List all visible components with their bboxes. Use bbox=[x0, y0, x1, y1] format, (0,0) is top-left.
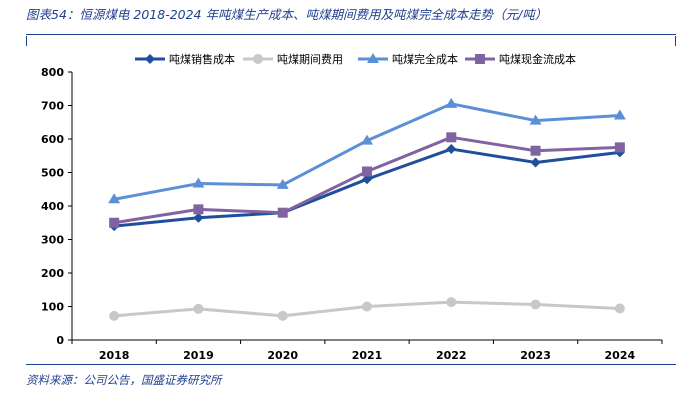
chart-series bbox=[108, 97, 626, 321]
y-tick-label: 300 bbox=[41, 234, 64, 247]
legend-label: 吨煤完全成本 bbox=[392, 52, 458, 66]
data-point bbox=[362, 174, 372, 185]
legend-item: 吨煤现金流成本 bbox=[465, 52, 576, 66]
y-tick-label: 100 bbox=[41, 301, 64, 314]
y-tick-label: 800 bbox=[41, 66, 64, 79]
y-tick-label: 200 bbox=[41, 267, 64, 280]
data-point bbox=[529, 114, 542, 125]
x-tick-label: 2019 bbox=[183, 349, 214, 362]
data-point bbox=[614, 303, 625, 314]
x-tick-label: 2020 bbox=[267, 349, 298, 362]
legend-label: 吨煤现金流成本 bbox=[499, 52, 576, 66]
data-point bbox=[613, 109, 626, 120]
series-group bbox=[109, 297, 625, 321]
data-point bbox=[108, 193, 121, 204]
source-divider bbox=[26, 364, 676, 365]
data-point bbox=[277, 207, 288, 218]
legend-label: 吨煤期间费用 bbox=[277, 53, 343, 66]
chart-title: 图表54：恒源煤电 2018-2024 年吨煤生产成本、吨煤期间费用及吨煤完全成… bbox=[26, 7, 548, 22]
y-tick-label: 500 bbox=[41, 167, 64, 180]
data-point bbox=[277, 310, 288, 321]
x-tick-label: 2023 bbox=[520, 349, 551, 362]
x-tick-label: 2022 bbox=[436, 349, 467, 362]
data-point bbox=[361, 134, 373, 145]
legend-label: 吨煤销售成本 bbox=[169, 52, 235, 66]
data-point bbox=[446, 132, 457, 143]
legend-item: 吨煤完全成本 bbox=[358, 52, 458, 66]
data-point bbox=[193, 303, 204, 314]
data-point bbox=[362, 301, 372, 312]
data-point bbox=[276, 178, 289, 189]
series-group bbox=[109, 144, 625, 232]
data-point bbox=[530, 145, 541, 156]
title-divider bbox=[26, 34, 676, 35]
data-point bbox=[362, 166, 372, 177]
legend-swatch-marker bbox=[367, 53, 379, 63]
source-note: 资料来源：公司公告，国盛证券研究所 bbox=[26, 373, 222, 387]
data-point bbox=[193, 204, 204, 215]
legend-item: 吨煤销售成本 bbox=[135, 52, 235, 66]
legend-item: 吨煤期间费用 bbox=[243, 53, 343, 66]
data-point bbox=[193, 212, 204, 223]
frame-corner-left bbox=[26, 36, 39, 46]
y-tick-label: 400 bbox=[41, 200, 64, 213]
data-point bbox=[109, 310, 120, 321]
y-tick-label: 600 bbox=[41, 133, 64, 146]
frame-corner-right bbox=[663, 36, 676, 46]
legend-swatch-marker bbox=[145, 54, 155, 64]
data-point bbox=[192, 177, 205, 188]
x-tick-label: 2018 bbox=[99, 349, 130, 362]
series-line bbox=[113, 147, 621, 228]
series-group bbox=[109, 132, 625, 228]
x-tick-label: 2021 bbox=[352, 349, 383, 362]
data-point bbox=[530, 299, 541, 310]
data-point bbox=[446, 144, 457, 155]
y-tick-label: 700 bbox=[41, 100, 64, 113]
chart-axes: 0 100 200 300 400 500 600 700 800 2018 2019 2020 202… bbox=[41, 66, 663, 362]
data-point bbox=[614, 142, 625, 153]
legend-swatch-marker bbox=[253, 54, 263, 64]
data-point bbox=[446, 297, 457, 308]
data-point bbox=[109, 217, 120, 228]
data-point bbox=[445, 97, 458, 108]
y-tick-label: 0 bbox=[56, 334, 64, 347]
chart-legend: 吨煤销售成本 吨煤期间费用 吨煤完全成本 吨煤现金流成本 bbox=[135, 52, 576, 66]
data-point bbox=[530, 157, 541, 168]
legend-swatch-marker bbox=[475, 54, 485, 64]
series-group bbox=[108, 97, 626, 204]
x-tick-label: 2024 bbox=[605, 349, 636, 362]
